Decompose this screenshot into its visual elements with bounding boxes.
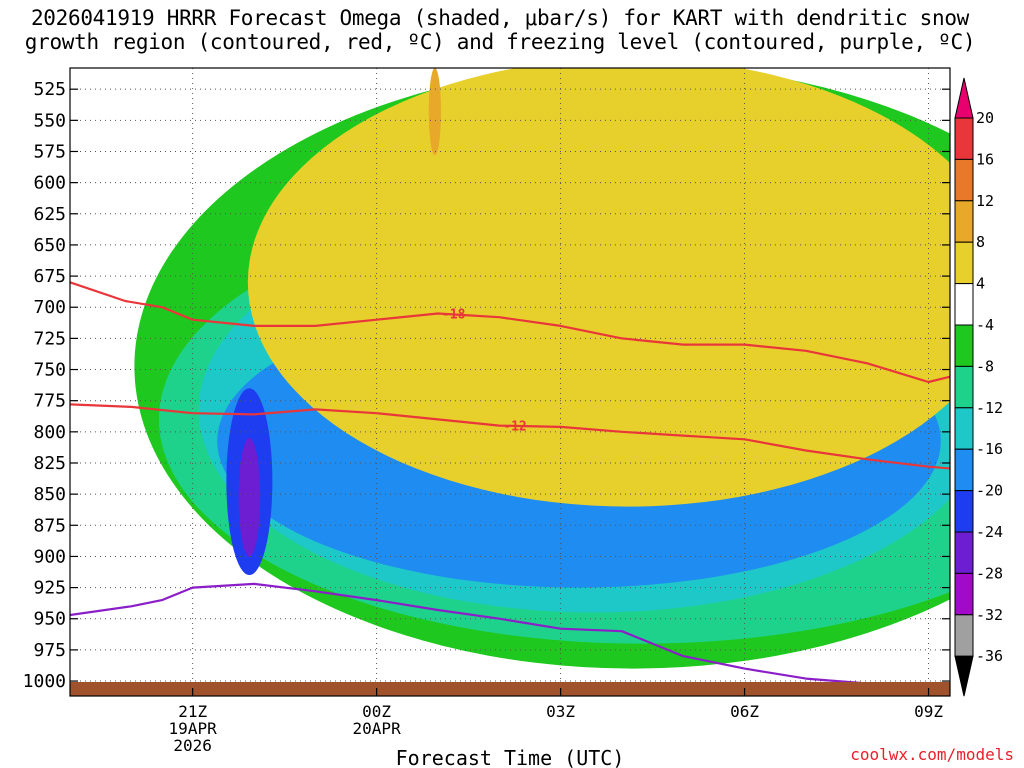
colorbar-swatch bbox=[954, 200, 974, 243]
colorbar-arrow-bottom bbox=[954, 655, 974, 697]
omega-region-7 bbox=[428, 68, 442, 156]
colorbar-label: -4 bbox=[976, 316, 994, 334]
y-tick-label: 650 bbox=[33, 235, 66, 256]
omega-region-6 bbox=[247, 68, 950, 507]
plot-frame bbox=[69, 67, 951, 697]
colorbar-label: -8 bbox=[976, 357, 994, 375]
colorbar-swatch bbox=[954, 572, 974, 616]
colorbar-label: -36 bbox=[976, 647, 1003, 665]
colorbar-label: -20 bbox=[976, 482, 1003, 500]
y-tick-label: 950 bbox=[33, 609, 66, 630]
colorbar-swatch bbox=[954, 241, 974, 285]
colorbar-arrow-top bbox=[954, 77, 974, 119]
colorbar-swatch bbox=[954, 448, 974, 492]
chart-title: 2026041919 HRRR Forecast Omega (shaded, … bbox=[0, 6, 1000, 54]
y-tick-label: 600 bbox=[33, 173, 66, 194]
colorbar-label: 12 bbox=[976, 192, 994, 210]
colorbar-swatch bbox=[954, 283, 974, 326]
omega-region-5 bbox=[238, 438, 261, 557]
colorbar-swatch bbox=[954, 324, 974, 367]
colorbar-swatch bbox=[954, 365, 974, 409]
contour-lines: -18 -12 bbox=[70, 281, 950, 686]
colorbar-label: 4 bbox=[976, 275, 985, 293]
colorbar-label: -24 bbox=[976, 523, 1003, 541]
y-tick-label: 625 bbox=[33, 204, 66, 225]
x-tick-label: 03Z bbox=[546, 702, 575, 721]
x-tick-label: 20APR bbox=[353, 719, 402, 738]
x-axis: 21Z19APR202600Z20APR03Z06Z09Z12Z bbox=[169, 688, 943, 755]
colorbar-swatch bbox=[954, 407, 974, 450]
y-tick-label: 825 bbox=[33, 453, 66, 474]
series-label-0: -18 bbox=[442, 307, 466, 322]
colorbar-swatch bbox=[954, 614, 974, 657]
colorbar-label: -12 bbox=[976, 399, 1003, 417]
colorbar: 20 16 12 8 4 -4 -8 -12 -16 -20 -24 -28 -32 -36 bbox=[954, 77, 1003, 697]
colorbar-label: 8 bbox=[976, 233, 985, 251]
colorbar-swatch bbox=[954, 490, 974, 533]
y-tick-label: 925 bbox=[33, 578, 66, 599]
gridlines bbox=[70, 68, 950, 696]
y-tick-label: 550 bbox=[33, 110, 66, 131]
x-tick-label: 09Z bbox=[914, 702, 943, 721]
y-tick-label: 675 bbox=[33, 266, 66, 287]
chart-title-line2: growth region (contoured, red, ºC) and f… bbox=[24, 30, 976, 54]
series-label-1: -12 bbox=[503, 420, 526, 435]
colorbar-label: 16 bbox=[976, 150, 994, 168]
x-tick-label: 00Z bbox=[362, 702, 391, 721]
omega-shaded-regions bbox=[134, 68, 950, 669]
x-tick-label: 21Z bbox=[178, 702, 207, 721]
y-tick-label: 850 bbox=[33, 484, 66, 505]
y-tick-label: 800 bbox=[33, 422, 66, 443]
x-tick-label: 2026 bbox=[173, 736, 212, 755]
y-tick-label: 575 bbox=[33, 141, 66, 162]
x-tick-label: 19APR bbox=[169, 719, 218, 738]
colorbar-label: -16 bbox=[976, 440, 1003, 458]
colorbar-label: -28 bbox=[976, 564, 1003, 582]
chart-title-line1: 2026041919 HRRR Forecast Omega (shaded, … bbox=[30, 6, 970, 30]
terrain-ground bbox=[70, 682, 950, 696]
y-tick-label: 750 bbox=[33, 360, 66, 381]
y-tick-label: 525 bbox=[33, 79, 66, 100]
y-tick-label: 900 bbox=[33, 546, 66, 567]
credit-link[interactable]: coolwx.com/models bbox=[850, 745, 1014, 764]
colorbar-label: 20 bbox=[976, 109, 994, 127]
colorbar-swatch bbox=[954, 117, 974, 160]
colorbar-label: -32 bbox=[976, 606, 1003, 624]
series-line-1 bbox=[70, 403, 950, 470]
series-line-2 bbox=[70, 582, 950, 686]
y-tick-label: 700 bbox=[33, 297, 66, 318]
x-tick-label: 06Z bbox=[730, 702, 759, 721]
colorbar-swatch bbox=[954, 158, 974, 202]
y-tick-label: 975 bbox=[33, 640, 66, 661]
colorbar-swatch bbox=[954, 531, 974, 574]
x-axis-label: Forecast Time (UTC) bbox=[396, 746, 625, 768]
y-tick-label: 875 bbox=[33, 515, 66, 536]
y-tick-label: 1000 bbox=[23, 671, 66, 692]
y-tick-label: 725 bbox=[33, 328, 66, 349]
y-axis: 525 550 575 600 625 650 675 700 725 750 775 800 825 8… bbox=[23, 79, 950, 692]
y-tick-label: 775 bbox=[33, 391, 66, 412]
series-line-0 bbox=[70, 281, 950, 384]
